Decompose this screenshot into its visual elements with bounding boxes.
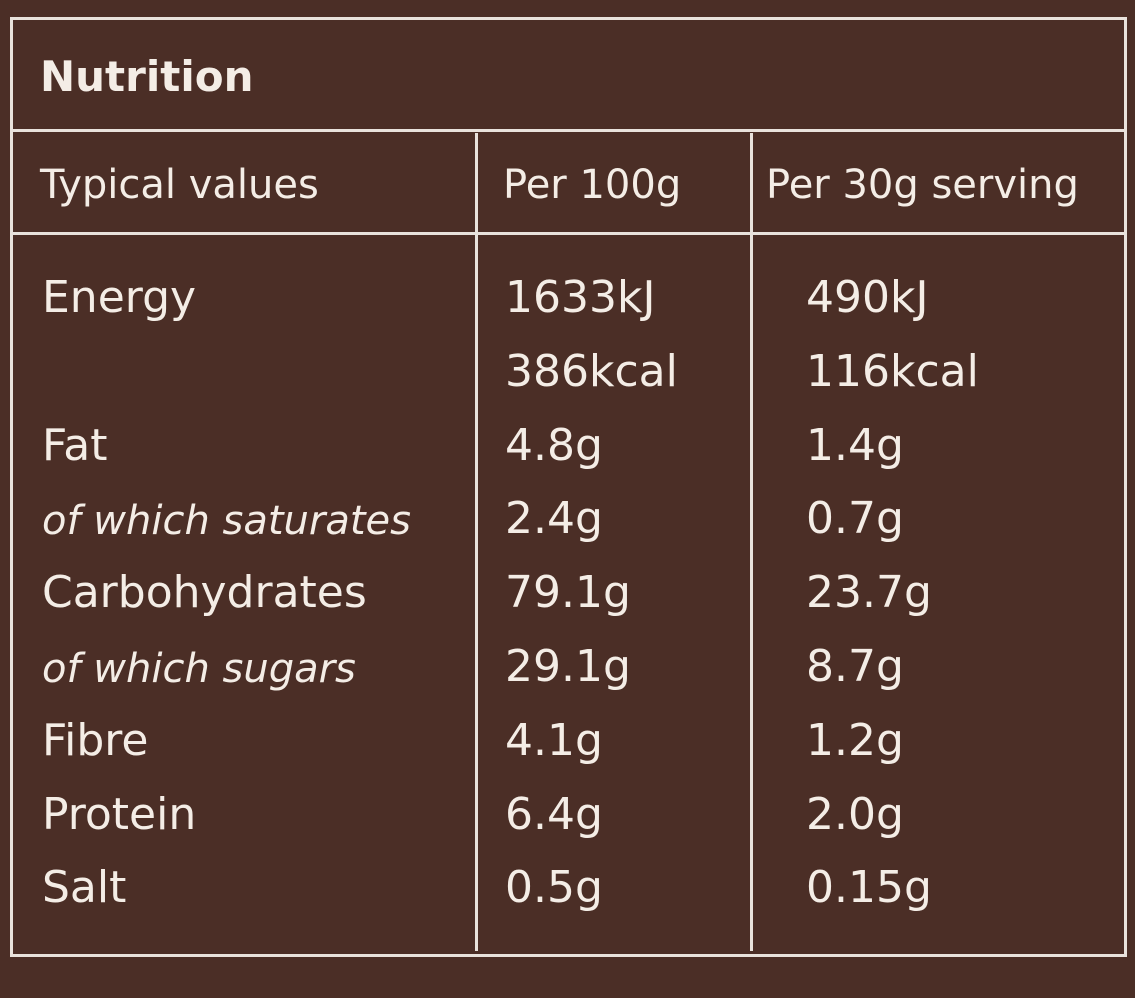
per-serving-value: 116kcal xyxy=(806,345,979,397)
title-divider xyxy=(10,129,1127,132)
per-100g-value: 1633kJ xyxy=(505,272,656,323)
per-100g-value: 79.1g xyxy=(505,567,631,619)
column-header: Typical values xyxy=(40,162,319,208)
per-serving-value: 2.0g xyxy=(806,788,904,840)
per-serving-value: 1.2g xyxy=(806,714,904,766)
row-label: Energy xyxy=(42,272,197,323)
column-header: Per 100g xyxy=(503,162,682,208)
per-100g-value: 29.1g xyxy=(505,641,631,692)
table-border xyxy=(10,17,1127,957)
column-divider xyxy=(750,133,753,951)
per-100g-value: 6.4g xyxy=(505,788,603,840)
per-serving-value: 0.15g xyxy=(806,862,932,914)
row-label: of which sugars xyxy=(42,646,356,692)
row-label: Fibre xyxy=(42,714,149,766)
per-100g-value: 0.5g xyxy=(505,862,603,914)
row-label: of which saturates xyxy=(42,498,411,545)
table-title: Nutrition xyxy=(40,52,254,101)
column-divider xyxy=(475,133,478,951)
row-label: Fat xyxy=(42,419,108,471)
per-serving-value: 490kJ xyxy=(806,272,929,323)
row-label: Carbohydrates xyxy=(42,567,367,619)
per-100g-value: 386kcal xyxy=(505,345,678,397)
header-divider xyxy=(10,232,1127,235)
row-label: Protein xyxy=(42,788,197,840)
per-serving-value: 1.4g xyxy=(806,419,904,471)
row-label: Salt xyxy=(42,862,127,914)
per-serving-value: 0.7g xyxy=(806,493,904,545)
column-header: Per 30g serving xyxy=(766,162,1079,208)
per-100g-value: 4.1g xyxy=(505,714,603,766)
per-serving-value: 8.7g xyxy=(806,641,904,692)
per-100g-value: 4.8g xyxy=(505,419,603,471)
per-serving-value: 23.7g xyxy=(806,567,932,619)
per-100g-value: 2.4g xyxy=(505,493,603,545)
